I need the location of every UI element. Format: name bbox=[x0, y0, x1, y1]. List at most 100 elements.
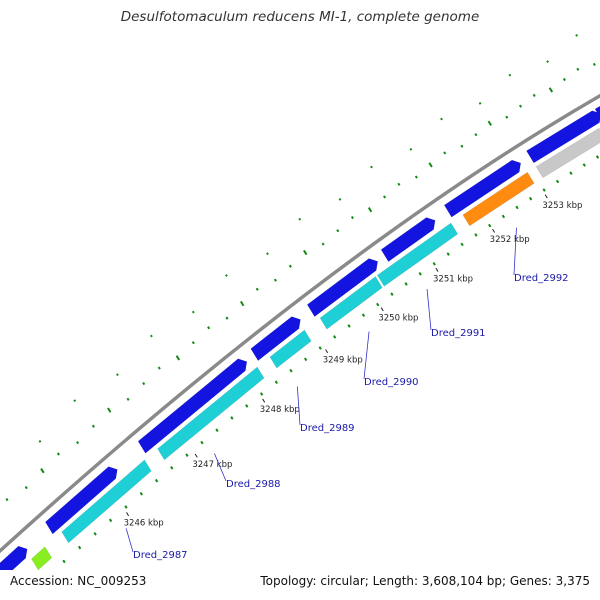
gc-skew-mark-5 bbox=[40, 468, 45, 474]
gc-skew-mark-37 bbox=[548, 87, 554, 93]
gc-outer-mark-12 bbox=[370, 165, 373, 169]
gc-skew-mark-32 bbox=[474, 133, 478, 137]
gc-content-mark-17 bbox=[259, 392, 264, 396]
gc-content-mark-20 bbox=[303, 357, 308, 362]
gc-content-mark-16 bbox=[245, 404, 249, 408]
gc-skew-mark-31 bbox=[460, 144, 464, 148]
scale-tick-5 bbox=[380, 307, 384, 312]
gc-content-mark-35 bbox=[515, 205, 519, 210]
gc-content-mark-28 bbox=[418, 271, 422, 276]
gc-outer-mark-17 bbox=[546, 60, 549, 63]
forward-cds-5 bbox=[306, 258, 378, 317]
gc-skew-mark-9 bbox=[107, 407, 112, 413]
gc-content-mark-40 bbox=[582, 163, 586, 167]
gc-outer-mark-13 bbox=[409, 147, 413, 151]
gc-content-mark-13 bbox=[200, 440, 204, 445]
gene-labels: Dred_2987 Dred_2988 Dred_2989 Dred_2990 Dred… bbox=[125, 227, 569, 561]
gc-content-mark-37 bbox=[542, 188, 546, 192]
gc-content-mark-8 bbox=[124, 505, 128, 509]
gene-label-5: Dred_2991 bbox=[431, 328, 486, 339]
gene-label-1: Dred_2987 bbox=[133, 550, 188, 561]
gc-skew-mark-10 bbox=[126, 397, 130, 401]
forward-cds-4 bbox=[250, 316, 301, 362]
gc-skew-mark-33 bbox=[487, 120, 492, 126]
scale-tick-label-7: 3252 kbp bbox=[490, 235, 530, 245]
gc-content-mark-31 bbox=[460, 242, 464, 247]
forward-strand-track bbox=[0, 105, 600, 570]
genome-summary: Topology: circular; Length: 3,608,104 bp… bbox=[260, 574, 590, 588]
gc-outer-mark-9 bbox=[266, 252, 269, 256]
gc-content-track bbox=[32, 155, 600, 591]
gc-content-mark-32 bbox=[474, 233, 478, 237]
reverse-cds-7 bbox=[377, 222, 459, 287]
gc-content-mark-38 bbox=[555, 179, 560, 184]
gc-content-mark-19 bbox=[289, 368, 293, 373]
forward-cds-9 bbox=[594, 105, 600, 118]
gc-skew-mark-23 bbox=[336, 229, 340, 233]
gc-skew-mark-30 bbox=[443, 151, 447, 155]
gene-leader-line-5 bbox=[426, 289, 432, 331]
gc-skew-mark-39 bbox=[576, 67, 580, 71]
gc-content-mark-27 bbox=[404, 282, 408, 286]
gc-content-mark-39 bbox=[569, 171, 573, 175]
gene-leader-line-4 bbox=[363, 331, 370, 380]
gc-content-mark-18 bbox=[274, 380, 278, 385]
gc-outer-mark-7 bbox=[191, 310, 195, 314]
gc-skew-mark-8 bbox=[91, 424, 95, 428]
gc-content-mark-9 bbox=[139, 491, 143, 496]
gc-skew-mark-38 bbox=[562, 77, 566, 82]
scale-tick-1 bbox=[126, 512, 130, 517]
gc-skew-mark-7 bbox=[76, 440, 80, 445]
gc-content-mark-33 bbox=[488, 223, 492, 228]
gc-skew-mark-17 bbox=[240, 300, 245, 307]
gc-content-mark-14 bbox=[215, 428, 219, 432]
scale-tick-label-3: 3248 kbp bbox=[260, 405, 300, 415]
gc-skew-mark-20 bbox=[288, 264, 292, 268]
gc-skew-mark-40 bbox=[592, 62, 596, 66]
gc-outer-mark-18 bbox=[575, 34, 578, 37]
scale-tick-4 bbox=[325, 349, 329, 354]
gc-skew-mark-35 bbox=[519, 104, 523, 108]
gc-content-mark-26 bbox=[390, 292, 394, 296]
gene-label-3: Dred_2989 bbox=[300, 423, 355, 434]
accession-text: Accession: NC_009253 bbox=[10, 574, 147, 588]
reverse-cds-3 bbox=[61, 459, 152, 544]
scale-tick-label-1: 3246 kbp bbox=[124, 519, 164, 529]
reverse-cds-5 bbox=[269, 329, 312, 369]
gc-content-mark-2 bbox=[32, 588, 34, 591]
gc-skew-mark-21 bbox=[303, 249, 308, 256]
gc-outer-mark-5 bbox=[116, 373, 119, 377]
gc-skew-mark-15 bbox=[207, 326, 211, 330]
gc-skew-mark-34 bbox=[505, 115, 509, 119]
gene-leader-line-6 bbox=[513, 227, 517, 276]
gc-content-mark-22 bbox=[333, 335, 337, 339]
gc-skew-mark-3 bbox=[5, 498, 9, 502]
forward-cds-8 bbox=[526, 110, 600, 164]
gc-skew-mark-29 bbox=[428, 162, 433, 168]
scale-tick-6 bbox=[435, 267, 439, 272]
gc-content-mark-24 bbox=[361, 313, 366, 318]
scale-tick-3 bbox=[262, 398, 266, 403]
gc-skew-mark-12 bbox=[157, 366, 161, 370]
scale-ticks: 3246 kbp 3247 kbp 3248 kbp 3249 kbp 3250 kbp… bbox=[124, 194, 582, 529]
scale-tick-label-5: 3250 kbp bbox=[378, 314, 418, 324]
gc-skew-mark-28 bbox=[414, 175, 418, 179]
gc-skew-mark-19 bbox=[273, 278, 277, 282]
gc-content-mark-10 bbox=[154, 478, 159, 483]
gc-outer-mark-6 bbox=[150, 334, 153, 338]
scale-tick-2 bbox=[194, 453, 198, 458]
gc-content-mark-21 bbox=[318, 346, 322, 350]
scale-tick-label-2: 3247 kbp bbox=[192, 460, 232, 470]
gc-skew-mark-4 bbox=[24, 486, 28, 490]
map-title: Desulfotomaculum reducens MI-1, complete… bbox=[120, 9, 480, 25]
reverse-cds-4 bbox=[157, 366, 265, 461]
gc-content-mark-30 bbox=[446, 252, 450, 256]
gc-content-mark-12 bbox=[185, 453, 189, 457]
gc-outer-mark-4 bbox=[73, 399, 77, 403]
gc-content-mark-34 bbox=[501, 214, 506, 219]
gene-leader-line-3 bbox=[296, 386, 301, 426]
gene-label-2: Dred_2988 bbox=[226, 479, 281, 490]
gc-skew-mark-18 bbox=[255, 287, 259, 291]
gc-content-mark-11 bbox=[170, 466, 174, 470]
